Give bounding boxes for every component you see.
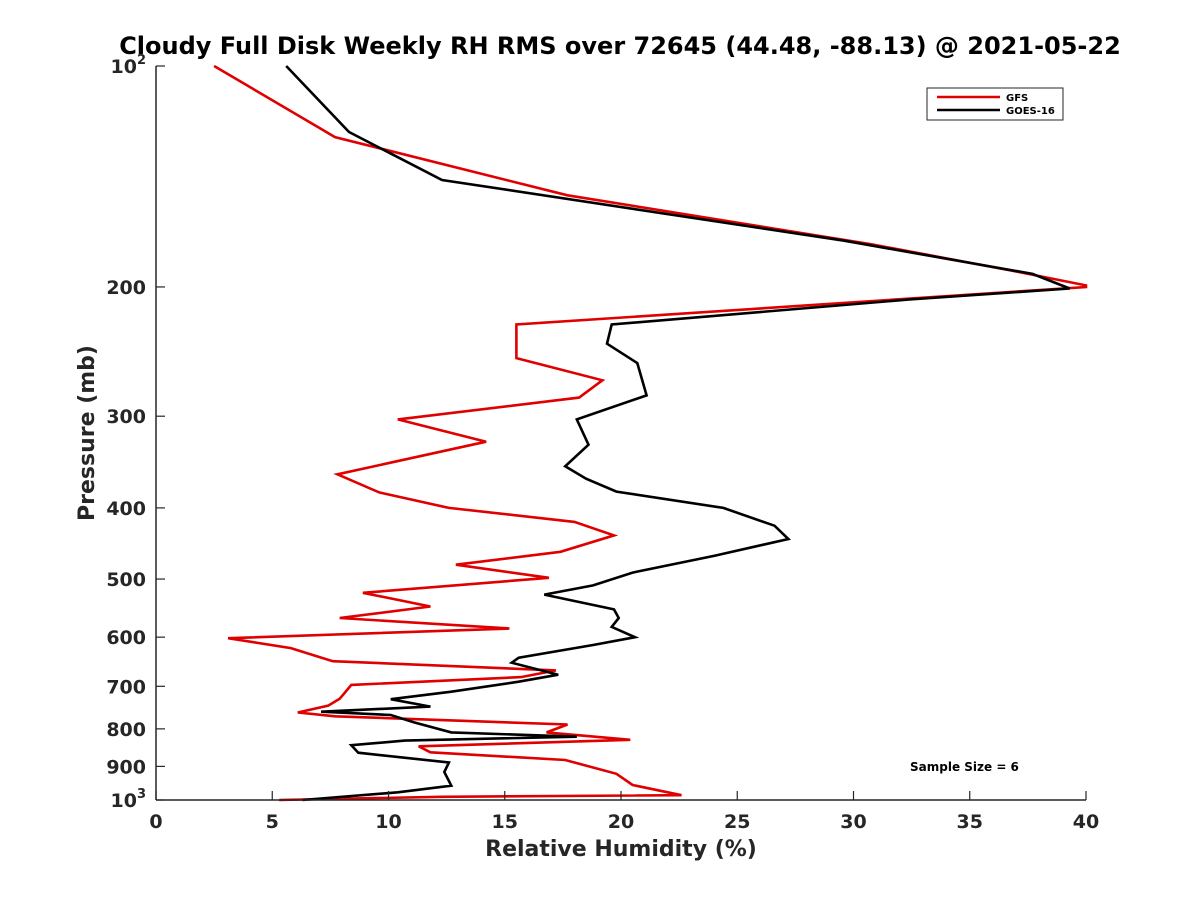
x-tick-label: 25 bbox=[724, 811, 750, 833]
y-tick-label: 900 bbox=[106, 756, 146, 778]
x-tick-label: 40 bbox=[1073, 811, 1099, 833]
y-tick-label: 102 bbox=[111, 53, 147, 78]
legend-box bbox=[926, 87, 1064, 121]
x-tick-label: 10 bbox=[375, 811, 401, 833]
chart-title: Cloudy Full Disk Weekly RH RMS over 7264… bbox=[119, 32, 1121, 60]
sample-size-annotation: Sample Size = 6 bbox=[910, 760, 1019, 774]
x-axis-ticks: 0 5 10 15 20 25 30 35 40 bbox=[149, 791, 1099, 833]
y-tick-label: 200 bbox=[106, 277, 146, 299]
y-tick-label: 500 bbox=[106, 569, 146, 591]
series-layer bbox=[213, 64, 1088, 802]
x-axis-label: Relative Humidity (%) bbox=[485, 837, 757, 862]
y-axis-label: Pressure (mb) bbox=[75, 345, 100, 521]
y-tick-label: 600 bbox=[106, 627, 146, 649]
y-tick-label: 400 bbox=[106, 498, 146, 520]
legend-label-goes16: GOES-16 bbox=[1006, 106, 1055, 117]
x-tick-label: 30 bbox=[840, 811, 866, 833]
legend-label-gfs: GFS bbox=[1006, 93, 1028, 104]
legend: GFS GOES-16 bbox=[926, 87, 1064, 121]
y-tick-label: 300 bbox=[106, 406, 146, 428]
series-line-goes16 bbox=[285, 65, 1071, 802]
x-tick-label: 35 bbox=[957, 811, 983, 833]
plot-area: 0 5 10 15 20 25 30 35 40 102 200 300 400 500 600 700 80… bbox=[106, 53, 1099, 833]
series-line-gfs bbox=[213, 64, 1088, 802]
x-tick-label: 5 bbox=[266, 811, 279, 833]
y-tick-label: 700 bbox=[106, 676, 146, 698]
y-tick-label: 800 bbox=[106, 719, 146, 741]
x-tick-label: 0 bbox=[149, 811, 162, 833]
x-tick-label: 20 bbox=[608, 811, 634, 833]
x-tick-label: 15 bbox=[492, 811, 518, 833]
